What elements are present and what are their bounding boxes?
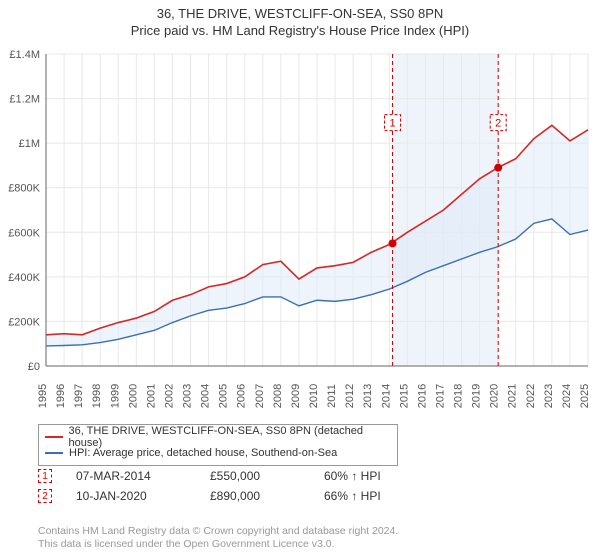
- chart-area: 1 2 £0 £200K £400K £600K £800K £1M £1.2M £1.4M 199…: [0, 46, 600, 416]
- svg-text:2025: 2025: [579, 384, 591, 408]
- svg-text:£800K: £800K: [8, 183, 40, 195]
- svg-text:2002: 2002: [163, 384, 175, 408]
- marker-price-1: £550,000: [210, 469, 300, 483]
- legend-swatch-2: [45, 452, 63, 454]
- chart-title-line2: Price paid vs. HM Land Registry's House …: [0, 21, 600, 38]
- chart-title-line1: 36, THE DRIVE, WESTCLIFF-ON-SEA, SS0 8PN: [0, 0, 600, 21]
- svg-text:2000: 2000: [127, 384, 139, 408]
- svg-text:1998: 1998: [91, 384, 103, 408]
- svg-text:£600K: £600K: [8, 227, 40, 239]
- svg-text:2019: 2019: [471, 384, 483, 408]
- svg-text:£0: £0: [28, 361, 40, 373]
- svg-text:2024: 2024: [561, 384, 573, 408]
- svg-text:£400K: £400K: [8, 272, 40, 284]
- svg-text:2010: 2010: [308, 384, 320, 408]
- svg-text:2001: 2001: [145, 384, 157, 408]
- svg-text:2014: 2014: [380, 384, 392, 408]
- svg-text:2020: 2020: [489, 384, 501, 408]
- svg-text:2007: 2007: [254, 384, 266, 408]
- marker-row-1: 1 07-MAR-2014 £550,000 60% ↑ HPI: [38, 466, 424, 486]
- legend-swatch-1: [45, 436, 63, 438]
- legend-label-1: 36, THE DRIVE, WESTCLIFF-ON-SEA, SS0 8PN…: [69, 425, 391, 449]
- svg-text:2011: 2011: [326, 384, 338, 408]
- marker-date-1: 07-MAR-2014: [76, 469, 186, 483]
- marker-badge-2: 2: [38, 489, 52, 503]
- marker-date-2: 10-JAN-2020: [76, 489, 186, 503]
- svg-text:1: 1: [389, 118, 395, 130]
- svg-text:1999: 1999: [109, 384, 121, 408]
- marker-hpi-1: 60% ↑ HPI: [324, 469, 424, 483]
- svg-text:2018: 2018: [453, 384, 465, 408]
- svg-text:2004: 2004: [200, 384, 212, 408]
- marker-hpi-2: 66% ↑ HPI: [324, 489, 424, 503]
- svg-text:£1M: £1M: [19, 138, 40, 150]
- markers-table: 1 07-MAR-2014 £550,000 60% ↑ HPI 2 10-JA…: [38, 466, 424, 506]
- svg-text:1995: 1995: [37, 384, 49, 408]
- footer-line-1: Contains HM Land Registry data © Crown c…: [38, 525, 398, 539]
- svg-text:2015: 2015: [398, 384, 410, 408]
- svg-text:2003: 2003: [182, 384, 194, 408]
- marker-row-2: 2 10-JAN-2020 £890,000 66% ↑ HPI: [38, 486, 424, 506]
- legend-label-2: HPI: Average price, detached house, Sout…: [69, 447, 337, 459]
- chart-svg: 1 2 £0 £200K £400K £600K £800K £1M £1.2M £1.4M 199…: [0, 46, 600, 416]
- svg-text:2023: 2023: [543, 384, 555, 408]
- svg-text:2017: 2017: [434, 384, 446, 408]
- legend: 36, THE DRIVE, WESTCLIFF-ON-SEA, SS0 8PN…: [38, 424, 398, 466]
- svg-text:2005: 2005: [218, 384, 230, 408]
- svg-text:1996: 1996: [55, 384, 67, 408]
- svg-text:2006: 2006: [236, 384, 248, 408]
- svg-text:2016: 2016: [416, 384, 428, 408]
- svg-text:£200K: £200K: [8, 316, 40, 328]
- legend-series-1: 36, THE DRIVE, WESTCLIFF-ON-SEA, SS0 8PN…: [45, 429, 391, 445]
- svg-text:2012: 2012: [344, 384, 356, 408]
- svg-text:£1.2M: £1.2M: [9, 94, 40, 106]
- svg-text:2: 2: [495, 118, 501, 130]
- svg-text:2008: 2008: [272, 384, 284, 408]
- svg-text:2013: 2013: [362, 384, 374, 408]
- svg-text:£1.4M: £1.4M: [9, 49, 40, 61]
- svg-text:1997: 1997: [73, 384, 85, 408]
- marker-price-2: £890,000: [210, 489, 300, 503]
- svg-text:2009: 2009: [290, 384, 302, 408]
- footer-attribution: Contains HM Land Registry data © Crown c…: [38, 525, 398, 552]
- marker-badge-1: 1: [38, 469, 52, 483]
- svg-text:2021: 2021: [507, 384, 519, 408]
- footer-line-2: This data is licensed under the Open Gov…: [38, 538, 398, 552]
- svg-text:2022: 2022: [525, 384, 537, 408]
